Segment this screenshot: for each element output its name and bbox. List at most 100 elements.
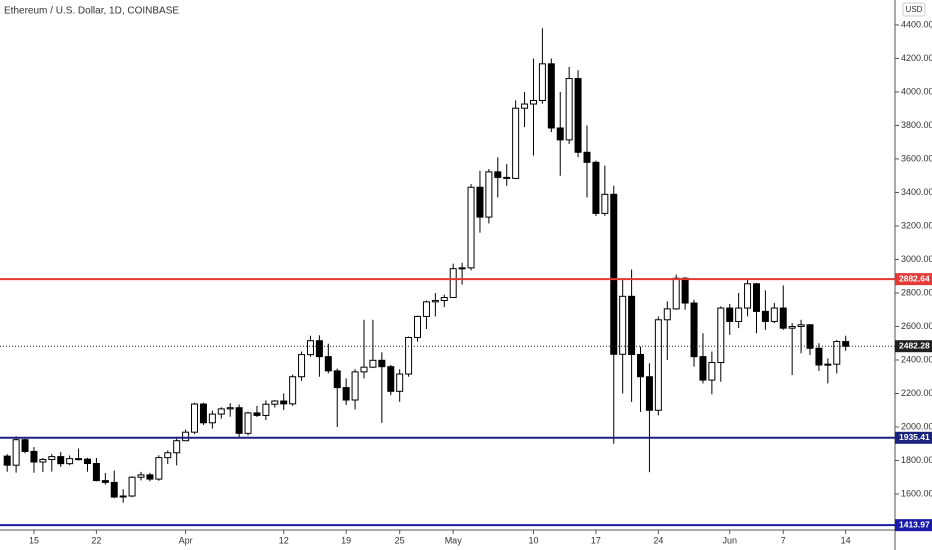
x-tick-label: May xyxy=(445,535,463,545)
currency-label: USD xyxy=(906,5,923,14)
candle-body xyxy=(422,301,430,317)
candle-body xyxy=(262,403,270,416)
y-tick-label: 2200.00 xyxy=(901,388,932,398)
chart-title: Ethereum / U.S. Dollar, 1D, COINBASE xyxy=(4,6,179,17)
candle-body xyxy=(351,371,359,401)
candle-body xyxy=(645,376,653,411)
x-tick-label: 14 xyxy=(841,535,851,545)
x-tick-label: 10 xyxy=(528,535,538,545)
candle-body xyxy=(342,387,350,401)
x-tick-label: 19 xyxy=(341,535,351,545)
candle-body xyxy=(199,403,207,424)
candle-body xyxy=(521,103,529,109)
x-tick-label: Apr xyxy=(179,535,193,545)
candle-body xyxy=(253,412,261,416)
level-badge xyxy=(895,273,932,286)
candle-body xyxy=(806,324,814,349)
candle-body xyxy=(565,78,573,141)
candle-body xyxy=(128,476,136,497)
candle-body xyxy=(583,151,591,163)
y-tick-label: 1600.00 xyxy=(901,488,932,498)
last-price-badge xyxy=(895,340,932,353)
x-tick-label: 17 xyxy=(591,535,601,545)
y-tick-label: 2000.00 xyxy=(901,421,932,431)
candle-body xyxy=(752,283,760,312)
candle-body xyxy=(681,277,689,304)
candle-body xyxy=(654,319,662,411)
x-tick-label: Jun xyxy=(722,535,737,545)
y-tick-label: 2600.00 xyxy=(901,321,932,331)
level-label: 1413.97 xyxy=(899,519,930,529)
y-tick-label: 2800.00 xyxy=(901,287,932,297)
candle-body xyxy=(788,325,796,329)
candle-body xyxy=(280,400,288,405)
candle-body xyxy=(547,63,555,129)
candle-body xyxy=(333,370,341,389)
candle-body xyxy=(3,455,11,466)
candle-body xyxy=(797,324,805,327)
level-badge xyxy=(895,519,932,532)
candle-body xyxy=(619,295,627,355)
candle-body xyxy=(431,300,439,303)
x-tick-label: 24 xyxy=(653,535,663,545)
candle-body xyxy=(717,307,725,363)
candle-body xyxy=(387,366,395,392)
candle-body xyxy=(779,307,787,329)
candle-body xyxy=(396,373,404,392)
y-tick-label: 3600.00 xyxy=(901,153,932,163)
candle-body xyxy=(440,296,448,302)
level-label: 2882.64 xyxy=(899,273,930,283)
y-tick-label: 1800.00 xyxy=(901,455,932,465)
candle-body xyxy=(164,452,172,459)
candle-body xyxy=(378,359,386,368)
y-tick-label: 4400.00 xyxy=(901,19,932,29)
candle-body xyxy=(574,78,582,153)
candle-body xyxy=(226,407,234,410)
x-tick-label: 25 xyxy=(395,535,405,545)
candle-body xyxy=(92,462,100,482)
y-tick-label: 4000.00 xyxy=(901,86,932,96)
y-tick-label: 3000.00 xyxy=(901,254,932,264)
candle-body xyxy=(208,413,216,424)
candle-body xyxy=(601,193,609,214)
candle-body xyxy=(48,456,56,460)
candle-body xyxy=(155,457,163,480)
candle-body xyxy=(360,366,368,373)
candle-body xyxy=(824,363,832,366)
candle-body xyxy=(690,302,698,358)
candle-body xyxy=(556,127,564,141)
y-tick-label: 3200.00 xyxy=(901,220,932,230)
candle-body xyxy=(449,268,457,298)
candle-body xyxy=(405,337,413,375)
candle-body xyxy=(369,359,377,368)
candle-body xyxy=(815,347,823,366)
candle-body xyxy=(610,193,618,355)
candle-body xyxy=(503,176,511,179)
candle-body xyxy=(744,283,752,309)
currency-badge xyxy=(902,2,926,17)
candle-body xyxy=(458,267,466,270)
candle-body xyxy=(467,186,475,269)
candle-body xyxy=(217,408,225,415)
level-label: 1935.41 xyxy=(899,432,930,442)
last-price-label: 2482.28 xyxy=(899,340,930,350)
candle-body xyxy=(833,341,841,365)
candle-body xyxy=(75,458,83,461)
candle-body xyxy=(298,354,306,378)
candle-body xyxy=(538,63,546,102)
candle-body xyxy=(110,481,118,498)
candle-body xyxy=(173,440,181,454)
candle-body xyxy=(726,307,734,322)
candle-body xyxy=(761,310,769,322)
candle-body xyxy=(708,361,716,381)
candle-body xyxy=(289,376,297,405)
candle-body xyxy=(119,495,127,498)
candle-body xyxy=(414,315,422,339)
x-tick-label: 15 xyxy=(29,535,39,545)
candle-body xyxy=(21,439,29,452)
candle-body xyxy=(476,186,484,218)
y-tick-label: 4200.00 xyxy=(901,53,932,63)
candle-body xyxy=(12,439,20,466)
candle-body xyxy=(66,458,74,465)
